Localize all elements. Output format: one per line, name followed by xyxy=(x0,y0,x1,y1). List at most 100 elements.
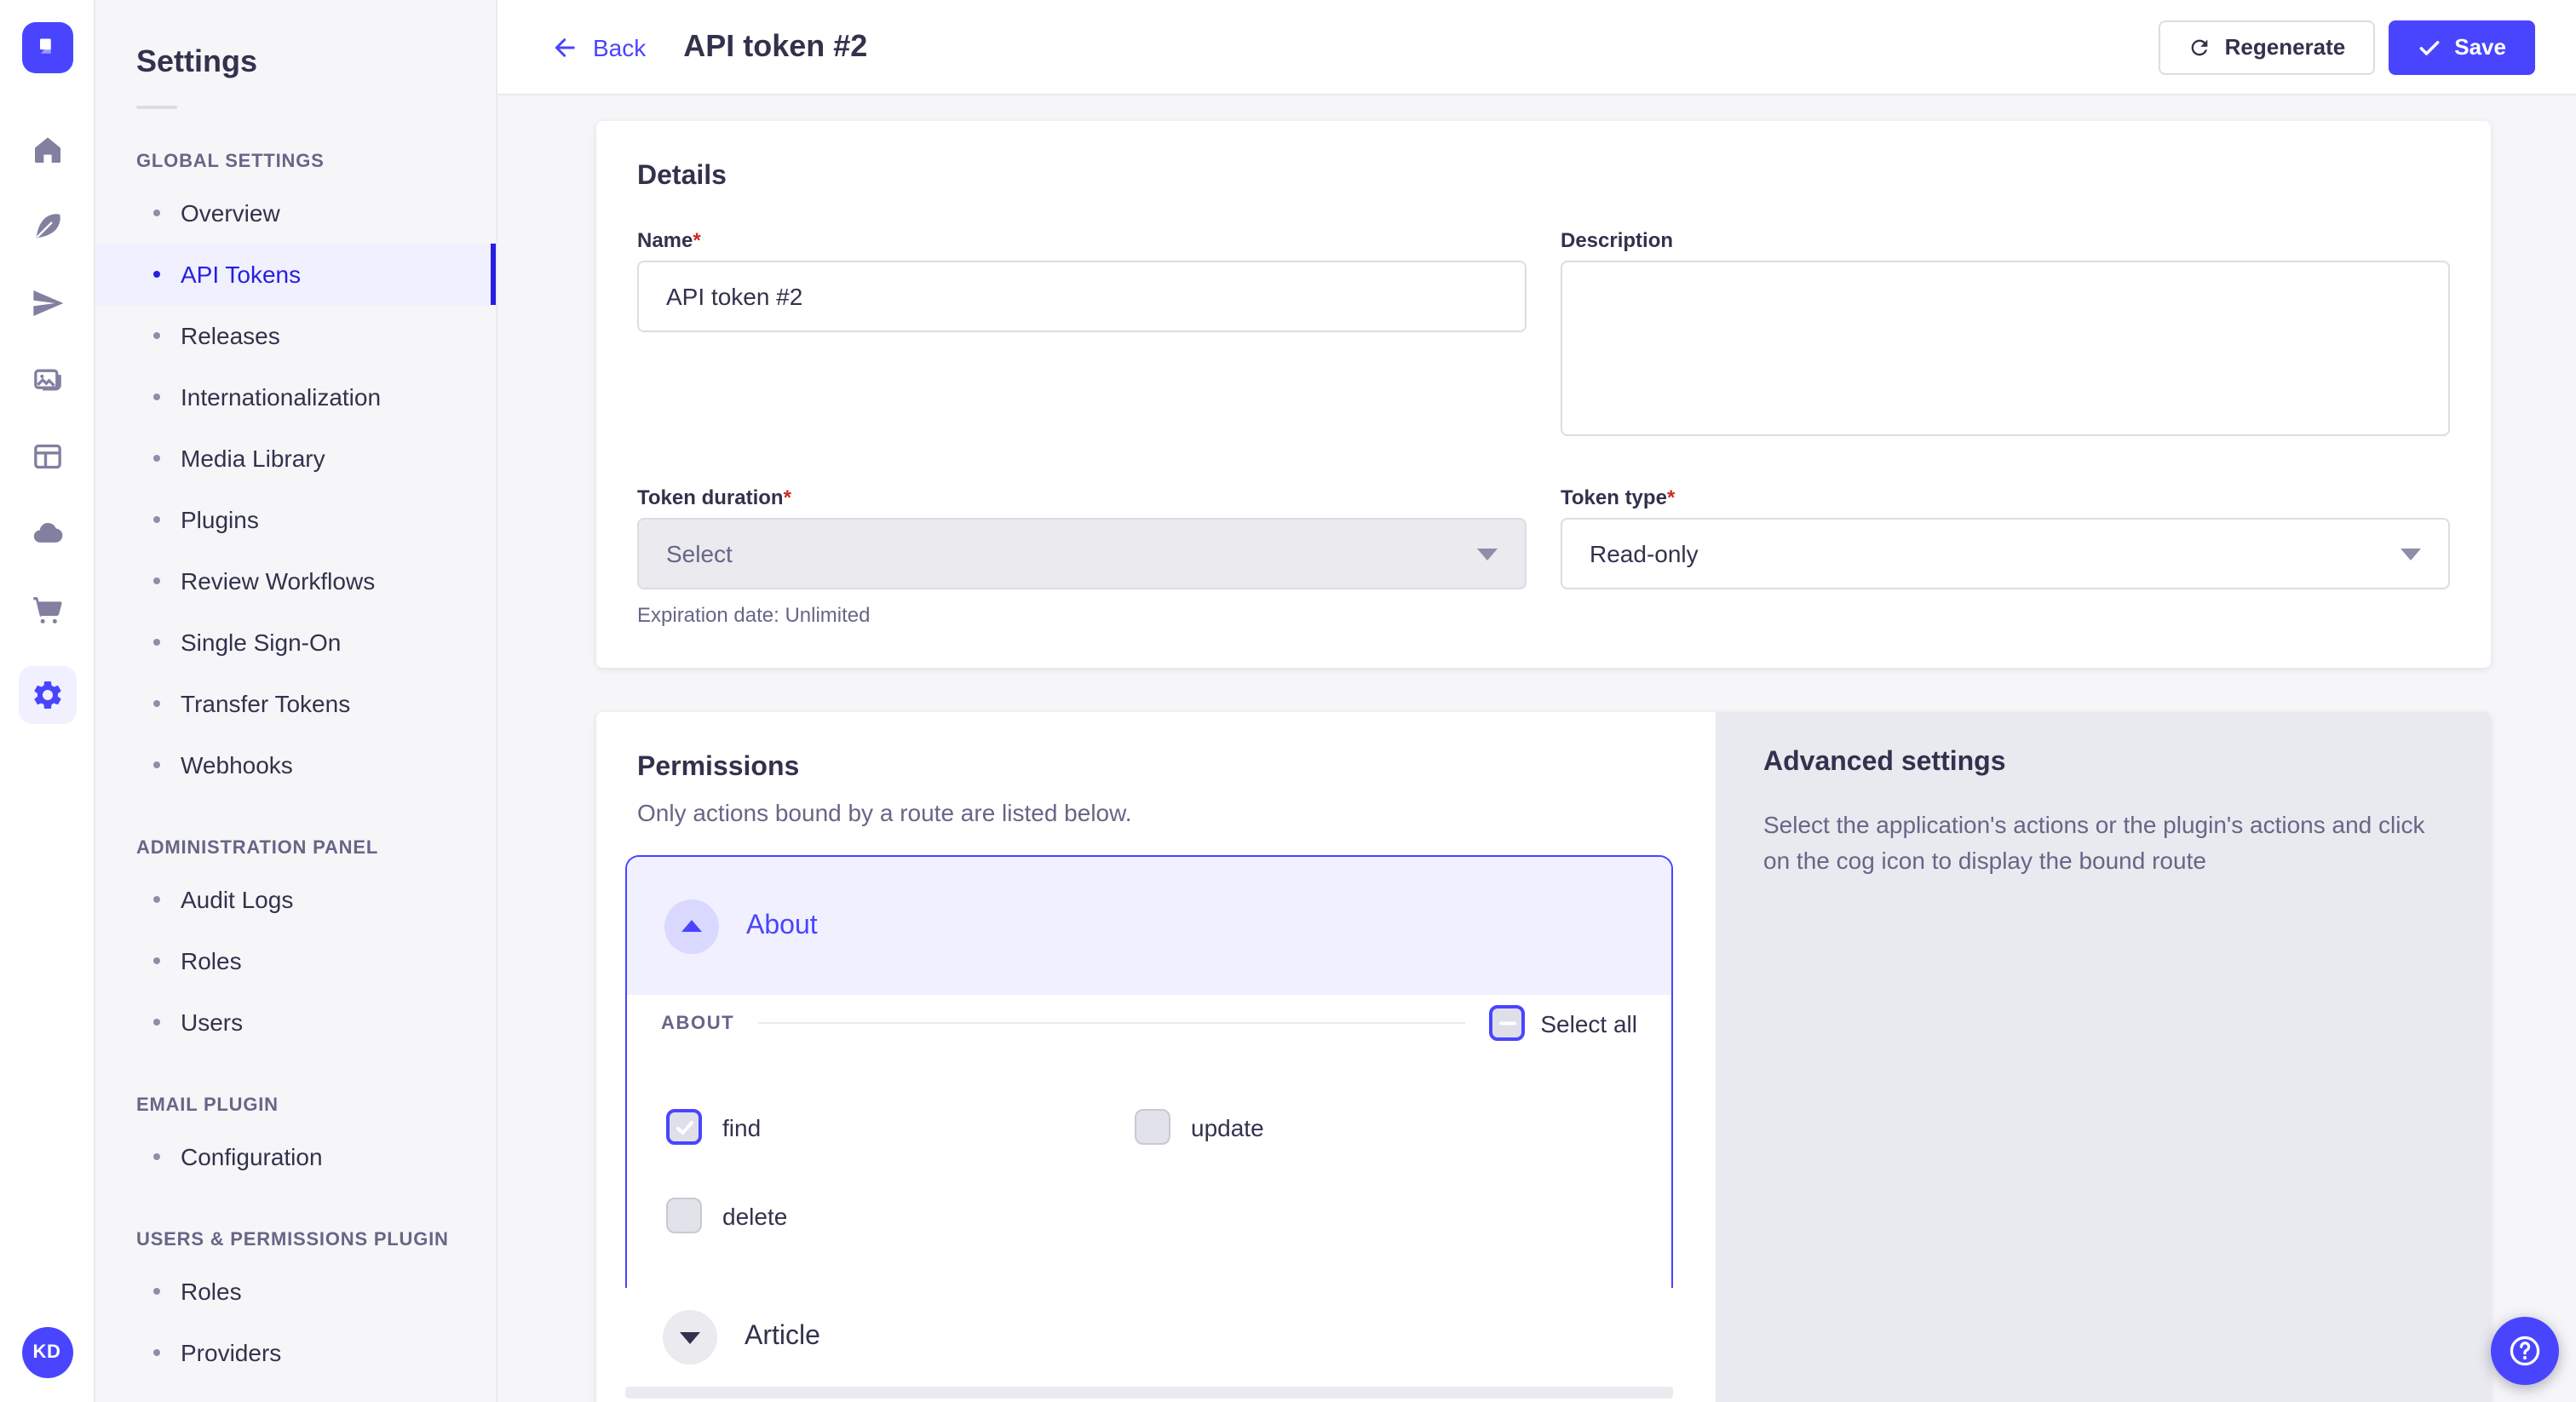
bullet-icon xyxy=(153,455,160,462)
cloud-icon[interactable] xyxy=(30,516,64,550)
section-label: EMAIL PLUGIN xyxy=(136,1095,279,1116)
subheader-divider xyxy=(758,1022,1466,1024)
paper-plane-icon[interactable] xyxy=(30,286,64,320)
sidebar-item-webhooks[interactable]: Webhooks xyxy=(95,734,496,796)
collapse-toggle-button[interactable] xyxy=(664,899,719,953)
bullet-icon xyxy=(153,1153,160,1160)
name-input[interactable] xyxy=(637,261,1527,332)
sidebar-item-up-roles[interactable]: Roles xyxy=(95,1261,496,1322)
sidebar-section-users-permissions: USERS & PERMISSIONS PLUGIN Roles Provide… xyxy=(95,1230,496,1383)
header-actions: Regenerate Save xyxy=(2158,20,2535,74)
refresh-icon xyxy=(2191,38,2207,55)
nav-rail: KD xyxy=(0,0,95,1402)
bullet-icon xyxy=(153,271,160,278)
sidebar-item-label: Audit Logs xyxy=(181,886,294,913)
sidebar-title-divider xyxy=(136,106,177,109)
cart-icon[interactable] xyxy=(30,593,64,627)
token-type-select[interactable]: Read-only xyxy=(1561,518,2450,589)
bullet-icon xyxy=(153,577,160,584)
sidebar-item-up-providers[interactable]: Providers xyxy=(95,1322,496,1383)
sidebar-item-email-configuration[interactable]: Configuration xyxy=(95,1126,496,1187)
delete-checkbox[interactable] xyxy=(666,1198,702,1233)
bullet-icon xyxy=(153,516,160,523)
sidebar-item-transfer-tokens[interactable]: Transfer Tokens xyxy=(95,673,496,734)
sidebar-section-email: EMAIL PLUGIN Configuration xyxy=(95,1095,496,1187)
advanced-settings-description: Select the application's actions or the … xyxy=(1763,811,2425,874)
permissions-subtitle: Only actions bound by a route are listed… xyxy=(637,799,1132,826)
sidebar-item-media-library[interactable]: Media Library xyxy=(95,428,496,489)
sidebar-section-global: GLOBAL SETTINGS Overview API Tokens Rele… xyxy=(95,152,496,796)
main-content: Back API token #2 Regenerate Save Detail… xyxy=(497,0,2576,1402)
sidebar-item-overview[interactable]: Overview xyxy=(95,182,496,244)
token-type-field-group: Token type* Read-only xyxy=(1561,486,2450,589)
permissions-section: Permissions Only actions bound by a rout… xyxy=(596,712,2491,1402)
details-title: Details xyxy=(637,162,727,191)
bullet-icon xyxy=(153,1288,160,1295)
accordion-about-label: About xyxy=(746,911,818,939)
triangle-down-icon xyxy=(680,1331,700,1343)
token-type-value: Read-only xyxy=(1590,540,1699,567)
sidebar-item-label: Overview xyxy=(181,199,280,227)
required-asterisk: * xyxy=(783,486,791,509)
media-library-icon[interactable] xyxy=(30,363,64,397)
accordion-item-about: About ABOUT Select all xyxy=(625,855,1673,1288)
regenerate-button[interactable]: Regenerate xyxy=(2158,20,2375,74)
select-all-checkbox[interactable] xyxy=(1489,1005,1526,1041)
bullet-icon xyxy=(153,210,160,216)
bullet-icon xyxy=(153,639,160,646)
chevron-down-icon xyxy=(1477,548,1498,560)
save-button[interactable]: Save xyxy=(2388,20,2535,74)
bullet-icon xyxy=(153,957,160,964)
triangle-up-icon xyxy=(681,920,702,932)
sidebar-item-audit-logs[interactable]: Audit Logs xyxy=(95,869,496,930)
description-label: Description xyxy=(1561,228,1674,252)
sidebar-item-api-tokens[interactable]: API Tokens xyxy=(95,244,496,305)
sidebar-item-single-sign-on[interactable]: Single Sign-On xyxy=(95,612,496,673)
bullet-icon xyxy=(153,896,160,903)
page-header: Back API token #2 Regenerate Save xyxy=(497,0,2576,95)
description-textarea[interactable] xyxy=(1561,261,2450,436)
token-duration-select[interactable]: Select xyxy=(637,518,1527,589)
select-all-control[interactable]: Select all xyxy=(1489,1005,1637,1041)
user-avatar[interactable]: KD xyxy=(21,1327,72,1378)
sidebar-item-review-workflows[interactable]: Review Workflows xyxy=(95,550,496,612)
token-duration-field-group: Token duration* Select Expiration date: … xyxy=(637,486,1527,627)
sidebar-item-releases[interactable]: Releases xyxy=(95,305,496,366)
sidebar-item-label: Providers xyxy=(181,1339,282,1366)
find-checkbox[interactable] xyxy=(666,1109,702,1145)
strapi-logo[interactable] xyxy=(21,22,72,73)
action-label: find xyxy=(722,1113,762,1141)
sidebar-item-label: Webhooks xyxy=(181,751,293,779)
help-button[interactable] xyxy=(2491,1317,2559,1385)
expand-toggle-button[interactable] xyxy=(663,1310,717,1365)
name-label-text: Name xyxy=(637,228,693,252)
name-label: Name* xyxy=(637,228,1527,252)
accordion-item-article[interactable]: Article xyxy=(625,1288,1673,1387)
sidebar-item-label: Roles xyxy=(181,1278,242,1305)
sidebar-item-label: Internationalization xyxy=(181,383,382,411)
details-fields: Name* Description Token duration* Select… xyxy=(637,228,2450,627)
sidebar-item-internationalization[interactable]: Internationalization xyxy=(95,366,496,428)
token-duration-label-text: Token duration xyxy=(637,486,784,509)
sidebar-item-plugins[interactable]: Plugins xyxy=(95,489,496,550)
sidebar-item-label: API Tokens xyxy=(181,261,302,288)
section-label: ADMINISTRATION PANEL xyxy=(136,838,379,859)
settings-gear-icon[interactable] xyxy=(18,666,76,724)
token-type-label: Token type* xyxy=(1561,486,2450,509)
back-button[interactable]: Back xyxy=(552,33,646,60)
chevron-down-icon xyxy=(2401,548,2421,560)
sidebar-section-admin: ADMINISTRATION PANEL Audit Logs Roles Us… xyxy=(95,838,496,1053)
token-duration-label: Token duration* xyxy=(637,486,1527,509)
feather-icon[interactable] xyxy=(30,210,64,244)
sidebar-item-admin-roles[interactable]: Roles xyxy=(95,930,496,991)
token-type-label-text: Token type xyxy=(1561,486,1667,509)
advanced-settings-panel: Advanced settings Select the application… xyxy=(1716,712,2491,1402)
home-icon[interactable] xyxy=(30,133,64,167)
action-label: delete xyxy=(722,1202,788,1229)
sidebar-item-admin-users[interactable]: Users xyxy=(95,991,496,1053)
check-icon xyxy=(676,1120,693,1134)
update-checkbox[interactable] xyxy=(1135,1109,1170,1145)
accordion-about-header[interactable]: About xyxy=(627,857,1671,995)
layout-icon[interactable] xyxy=(30,440,64,474)
